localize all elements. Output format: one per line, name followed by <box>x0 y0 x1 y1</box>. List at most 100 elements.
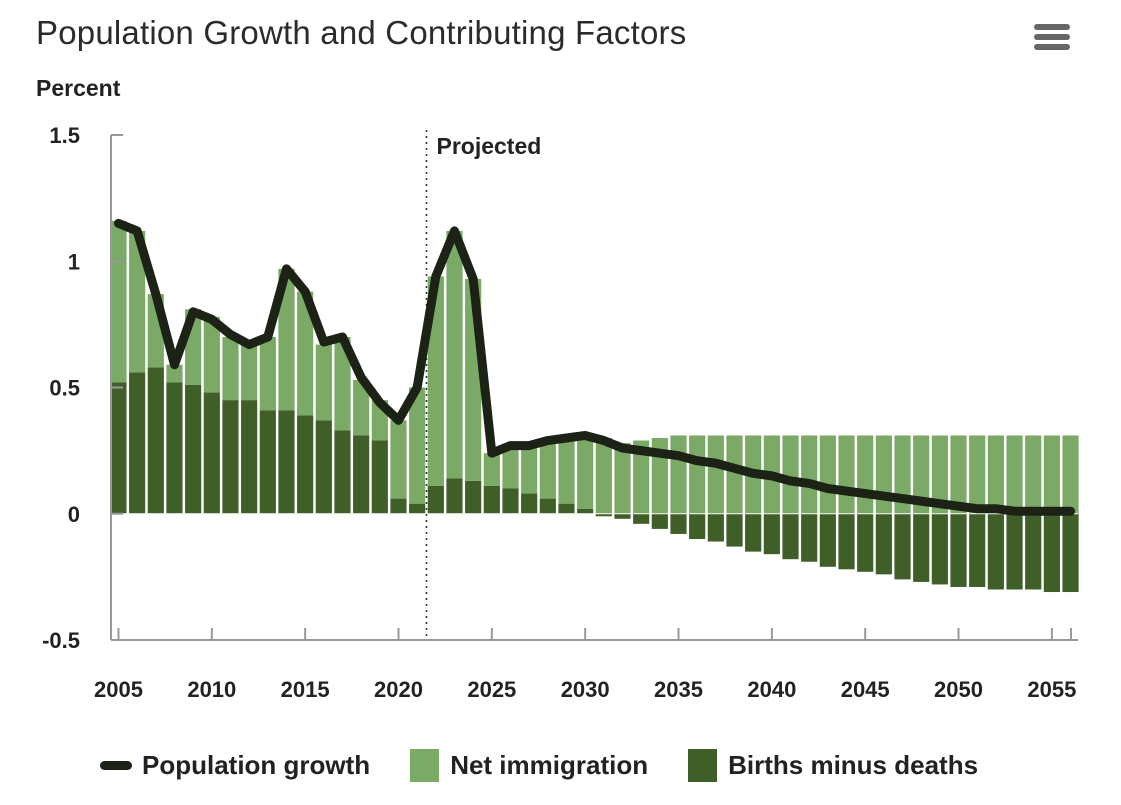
bar-births-minus-deaths <box>502 488 519 514</box>
bar-births-minus-deaths <box>894 513 911 580</box>
bar-net-immigration <box>913 435 930 514</box>
bar-births-minus-deaths <box>745 513 762 552</box>
chart-legend: Population growth Net immigration Births… <box>100 745 1018 785</box>
bar-net-immigration <box>819 435 836 514</box>
bar-net-immigration <box>801 435 818 514</box>
bar-births-minus-deaths <box>558 503 575 514</box>
bar-births-minus-deaths <box>203 392 220 514</box>
y-tick-label: 0 <box>68 502 80 527</box>
bar-births-minus-deaths <box>670 513 687 534</box>
bar-births-minus-deaths <box>259 410 276 514</box>
legend-line-population-growth <box>100 760 132 770</box>
bar-births-minus-deaths <box>726 513 743 547</box>
bar-net-immigration <box>633 440 650 514</box>
line-population-growth <box>113 218 1076 516</box>
bar-net-immigration <box>110 220 127 383</box>
bar-births-minus-deaths <box>297 415 314 514</box>
bar-births-minus-deaths <box>539 498 556 514</box>
y-tick-label: 0.5 <box>49 376 80 401</box>
bar-births-minus-deaths <box>446 478 463 514</box>
bar-net-immigration <box>297 291 314 416</box>
bar-births-minus-deaths <box>913 513 930 582</box>
bar-births-minus-deaths <box>241 400 258 514</box>
bar-births-minus-deaths <box>819 513 836 567</box>
x-tick-label: 2005 <box>94 677 143 702</box>
x-tick-label: 2010 <box>187 677 236 702</box>
bar-births-minus-deaths <box>390 498 407 514</box>
menu-bar <box>1034 44 1070 50</box>
bar-births-minus-deaths <box>1062 513 1079 593</box>
bar-net-immigration <box>521 445 538 494</box>
bar-births-minus-deaths <box>334 430 351 514</box>
legend-label: Births minus deaths <box>728 749 979 780</box>
bar-births-minus-deaths <box>371 440 388 514</box>
bar-births-minus-deaths <box>147 367 164 514</box>
bar-births-minus-deaths <box>969 513 986 587</box>
bar-net-immigration <box>390 420 407 499</box>
bar-births-minus-deaths <box>763 513 780 555</box>
legend-swatch-net-immigration <box>410 748 440 782</box>
bar-net-immigration <box>670 435 687 514</box>
x-tick-label: 2015 <box>281 677 330 702</box>
legend-label: Population growth <box>142 749 371 780</box>
bar-net-immigration <box>931 435 948 514</box>
bar-net-immigration <box>875 435 892 514</box>
bar-net-immigration <box>129 230 146 373</box>
bar-births-minus-deaths <box>707 513 724 542</box>
bar-births-minus-deaths <box>166 382 183 514</box>
bar-births-minus-deaths <box>185 384 202 514</box>
bar-births-minus-deaths <box>931 513 948 585</box>
y-tick-label: 1.5 <box>49 123 80 148</box>
bar-births-minus-deaths <box>409 503 426 514</box>
bar-net-immigration <box>1025 435 1042 514</box>
bar-net-immigration <box>446 230 463 479</box>
legend-item-population-growth[interactable]: Population growth <box>100 750 370 781</box>
bar-net-immigration <box>950 435 967 514</box>
bar-births-minus-deaths <box>689 513 706 539</box>
bar-births-minus-deaths <box>110 382 127 514</box>
bar-net-immigration <box>987 435 1004 514</box>
legend-item-births-minus-deaths[interactable]: Births minus deaths <box>688 748 979 782</box>
bar-net-immigration <box>558 438 575 504</box>
bar-births-minus-deaths <box>521 493 538 514</box>
bar-net-immigration <box>241 344 258 401</box>
bar-births-minus-deaths <box>950 513 967 587</box>
x-tick-label: 2040 <box>747 677 796 702</box>
bar-net-immigration <box>1043 435 1060 514</box>
x-tick-label: 2025 <box>467 677 516 702</box>
bar-net-immigration <box>166 364 183 383</box>
menu-bar <box>1034 24 1070 30</box>
bar-net-immigration <box>707 435 724 514</box>
bar-births-minus-deaths <box>651 513 668 529</box>
bar-births-minus-deaths <box>315 420 332 514</box>
hamburger-menu-icon[interactable] <box>1034 24 1070 54</box>
bar-births-minus-deaths <box>1043 513 1060 593</box>
bar-net-immigration <box>689 435 706 514</box>
x-tick-label: 2055 <box>1027 677 1076 702</box>
bar-births-minus-deaths <box>801 513 818 562</box>
bar-births-minus-deaths <box>782 513 799 560</box>
bar-net-immigration <box>409 387 426 504</box>
bar-net-immigration <box>1006 435 1023 514</box>
bar-net-immigration <box>278 268 295 411</box>
legend-item-net-immigration[interactable]: Net immigration <box>410 748 648 782</box>
menu-bar <box>1034 34 1070 40</box>
bar-net-immigration <box>1062 435 1079 514</box>
bar-net-immigration <box>614 443 631 514</box>
bar-net-immigration <box>315 344 332 421</box>
chart-title: Population Growth and Contributing Facto… <box>36 14 687 51</box>
bar-net-immigration <box>838 435 855 514</box>
bar-births-minus-deaths <box>465 480 482 514</box>
bar-births-minus-deaths <box>1006 513 1023 590</box>
bar-births-minus-deaths <box>614 513 631 519</box>
bar-net-immigration <box>502 445 519 489</box>
bar-net-immigration <box>577 435 594 509</box>
legend-swatch-births-minus-deaths <box>688 748 718 782</box>
x-tick-label: 2050 <box>934 677 983 702</box>
bar-net-immigration <box>483 453 500 486</box>
projected-label: Projected <box>436 133 541 159</box>
bar-births-minus-deaths <box>857 513 874 572</box>
bar-births-minus-deaths <box>483 485 500 514</box>
chart-plot-area: -0.5 0 0.5 1 1.5 2005 2010 2015 2020 2025 2030 2035… <box>42 123 1079 702</box>
bar-births-minus-deaths <box>577 508 594 514</box>
